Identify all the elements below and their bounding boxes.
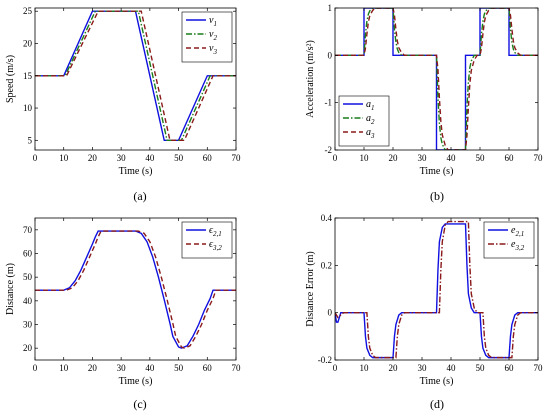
legend-box xyxy=(483,221,535,259)
legend: e2,1e3,2 xyxy=(483,221,535,259)
y-tick-label: 10 xyxy=(23,103,33,113)
panel-label: (d) xyxy=(430,397,444,411)
legend-entry-v1: v1 xyxy=(209,15,217,28)
series-line-v1 xyxy=(35,10,236,142)
legend-entry-e21: ϵ2,1 xyxy=(209,225,222,238)
legend-entry-e32: e3,2 xyxy=(511,239,525,252)
y-axis-label: Acceleration (m/s²) xyxy=(305,40,316,118)
x-tick-label: 60 xyxy=(505,363,515,373)
x-tick-label: 50 xyxy=(174,363,184,373)
series-line-e21 xyxy=(335,223,538,359)
y-tick-label: 0.4 xyxy=(321,213,333,223)
y-tick-label: 20 xyxy=(23,343,33,353)
y-tick-label: 20 xyxy=(23,39,33,49)
y-tick-label: 1 xyxy=(328,3,333,13)
x-tick-label: 50 xyxy=(174,153,184,163)
x-tick-label: 30 xyxy=(418,363,428,373)
y-tick-label: 70 xyxy=(23,225,33,235)
x-tick-label: 20 xyxy=(88,363,98,373)
axes-frame xyxy=(34,217,237,361)
x-tick-label: 10 xyxy=(59,153,69,163)
x-axis-label: Time (s) xyxy=(420,376,454,387)
y-tick-label: 40 xyxy=(23,296,33,306)
y-tick-label: 15 xyxy=(23,71,33,81)
y-tick-label: 0 xyxy=(328,50,333,60)
x-tick-label: 10 xyxy=(59,363,69,373)
y-tick-label: -0.2 xyxy=(318,355,332,365)
x-tick-label: 60 xyxy=(505,153,515,163)
legend-entry-e32: ϵ3,2 xyxy=(209,239,222,252)
x-tick-label: 40 xyxy=(145,153,155,163)
x-tick-label: 0 xyxy=(33,363,38,373)
legend-entry-v2: v2 xyxy=(209,29,217,42)
x-tick-label: 50 xyxy=(476,153,486,163)
series-line-v2 xyxy=(35,10,236,142)
x-axis-label: Time (s) xyxy=(119,376,153,387)
y-axis-label: Distance Error (m) xyxy=(305,251,316,327)
legend-entry-a1: a1 xyxy=(366,99,375,112)
legend-entry-e21: e2,1 xyxy=(511,225,524,238)
x-tick-label: 40 xyxy=(447,363,457,373)
x-tick-label: 20 xyxy=(389,363,399,373)
y-axis-label: Speed (m/s) xyxy=(5,55,16,103)
series-line-e32 xyxy=(35,230,236,349)
x-tick-label: 70 xyxy=(232,363,242,373)
y-tick-label: 30 xyxy=(23,320,33,330)
y-tick-label: 25 xyxy=(23,6,33,16)
x-tick-label: 30 xyxy=(418,153,428,163)
axes-frame xyxy=(334,217,539,361)
series-line-e32 xyxy=(335,220,538,359)
x-tick-label: 40 xyxy=(447,153,457,163)
x-tick-label: 10 xyxy=(360,363,370,373)
x-tick-label: 0 xyxy=(333,153,338,163)
panel-label: (b) xyxy=(430,189,444,203)
y-axis-label: Distance (m) xyxy=(5,263,16,315)
x-tick-label: 30 xyxy=(117,153,127,163)
chart-panel-a: 0 10 20 30 40 50 60 70 5 10 15 20 25 Time (s) Speed (m… xyxy=(5,6,241,203)
x-axis-label: Time (s) xyxy=(420,166,454,177)
x-axis-label: Time (s) xyxy=(119,166,153,177)
legend: ϵ2,1ϵ3,2 xyxy=(181,221,233,259)
legend-entry-v3: v3 xyxy=(209,43,217,56)
x-tick-label: 0 xyxy=(33,153,38,163)
chart-panel-c: 0 10 20 30 40 50 60 70 20 30 40 50 60 70 Time (s) Dista… xyxy=(5,217,242,411)
y-tick-label: 5 xyxy=(28,135,33,145)
x-tick-label: 0 xyxy=(333,363,338,373)
legend-box xyxy=(181,221,233,259)
x-tick-label: 50 xyxy=(476,363,486,373)
x-tick-label: 20 xyxy=(389,153,399,163)
x-tick-label: 60 xyxy=(203,363,213,373)
x-tick-label: 60 xyxy=(203,153,213,163)
x-tick-label: 10 xyxy=(360,153,370,163)
panel-label: (c) xyxy=(133,397,146,411)
legend-entry-a2: a2 xyxy=(366,113,375,126)
axes-frame xyxy=(34,7,237,151)
x-tick-label: 30 xyxy=(117,363,127,373)
panel-label: (a) xyxy=(133,189,146,203)
y-tick-label: -2 xyxy=(325,145,333,155)
axes-frame xyxy=(334,7,539,151)
x-tick-label: 20 xyxy=(88,153,98,163)
y-tick-label: 60 xyxy=(23,249,33,259)
x-tick-label: 70 xyxy=(534,363,544,373)
x-tick-label: 40 xyxy=(145,363,155,373)
legend-entry-a3: a3 xyxy=(366,127,375,140)
y-tick-label: 0 xyxy=(328,308,333,318)
x-tick-label: 70 xyxy=(534,153,544,163)
series-line-v3 xyxy=(35,10,236,142)
y-tick-label: 0.2 xyxy=(321,260,332,270)
x-tick-label: 70 xyxy=(232,153,242,163)
y-tick-label: 50 xyxy=(23,272,33,282)
y-tick-label: -1 xyxy=(325,98,333,108)
series-line-e21 xyxy=(35,230,236,349)
